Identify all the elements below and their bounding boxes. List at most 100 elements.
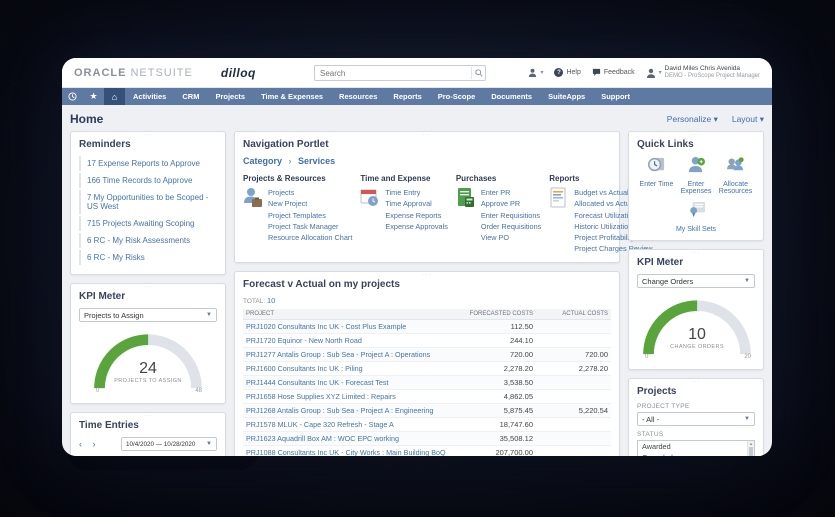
group-projects-resources: Projects & Resources Projects New Projec… — [243, 174, 352, 255]
personalize-menu[interactable]: Personalize ▾ — [666, 113, 718, 124]
link-expense-reports[interactable]: Expense Reports — [385, 210, 442, 220]
drag-handle-icon[interactable]: ∙∙∙ — [691, 379, 701, 385]
kpi-right-select[interactable]: Change Orders ▼ — [637, 274, 755, 288]
nav-item-support[interactable]: Support — [601, 92, 630, 101]
reminder-time-records[interactable]: 166 Time Records to Approve — [79, 173, 217, 188]
recent-records-icon[interactable] — [62, 88, 83, 105]
status-option[interactable]: Canceled — [638, 452, 754, 456]
layout-menu[interactable]: Layout ▾ — [731, 113, 764, 124]
col-actual-costs[interactable]: ACTUAL COSTS — [536, 308, 611, 320]
reminder-opportunities[interactable]: 7 My Opportunities to be Scoped - US Wes… — [79, 190, 217, 214]
col-forecasted-costs[interactable]: FORECASTED COSTS — [451, 308, 536, 320]
projects-title: Projects — [637, 386, 677, 397]
reminder-my-risks[interactable]: 6 RC - My Risks — [79, 250, 217, 265]
drag-handle-icon[interactable]: ∙∙∙ — [422, 132, 432, 138]
kpi-right-selected-value: Change Orders — [642, 276, 694, 286]
roles-menu[interactable]: ▾ — [528, 68, 543, 77]
breadcrumb: Category › Services — [243, 156, 611, 166]
nav-item-documents[interactable]: Documents — [491, 92, 533, 101]
forecast-row: PRJ1020 Consultants Inc UK - Cost Plus E… — [243, 319, 611, 334]
listbox-scrollbar[interactable]: ▲ — [747, 441, 754, 456]
chevron-down-icon: ▾ — [540, 70, 544, 76]
link-approve-pr[interactable]: Approve PR — [480, 199, 521, 209]
user-menu[interactable]: ▾ David Miles Chris Avenida DEMO - ProSc… — [646, 65, 760, 81]
quick-link-enter-time[interactable]: Enter Time — [637, 156, 676, 195]
quick-link-allocate-resources[interactable]: Allocate Resources — [716, 156, 755, 195]
date-range-select[interactable]: 10/4/2020 — 10/28/2020 ▼ — [121, 437, 217, 451]
link-enter-requisitions[interactable]: Enter Requisitions — [480, 210, 541, 220]
person-briefcase-icon — [244, 188, 262, 207]
shortcuts-star-icon[interactable]: ★ — [89, 91, 98, 101]
forecast-row: PRJ1444 Consultants Inc UK - Forecast Te… — [243, 375, 611, 390]
link-expense-approvals[interactable]: Expense Approvals — [385, 221, 448, 231]
status-option[interactable]: Awarded — [642, 442, 671, 451]
nav-item-resources[interactable]: Resources — [339, 92, 378, 101]
reminder-risk-assessments[interactable]: 6 RC - My Risk Assessments — [79, 233, 217, 248]
drag-handle-icon[interactable]: ∙∙∙ — [691, 132, 701, 138]
oracle-logo-text: ORACLE — [74, 66, 127, 79]
group-heading: Time and Expense — [360, 174, 431, 183]
drag-handle-icon[interactable]: ∙∙∙ — [143, 132, 153, 138]
link-project-profitability[interactable]: Project Profitability — [574, 233, 635, 243]
breadcrumb-category[interactable]: Category — [243, 156, 283, 166]
forecast-row: PRJ1658 Hose Supplies XYZ Limited : Repa… — [243, 389, 611, 404]
reminder-projects-scoping[interactable]: 715 Projects Awaiting Scoping — [79, 216, 217, 231]
feedback-button[interactable]: Feedback — [592, 68, 635, 77]
link-enter-pr[interactable]: Enter PR — [480, 188, 511, 197]
home-icon[interactable]: ⌂ — [104, 88, 125, 105]
reminder-expense-reports[interactable]: 17 Expense Reports to Approve — [79, 156, 217, 171]
forecast-row: PRJ1623 Aquadrill Box AM : WOC EPC worki… — [243, 431, 611, 446]
nav-item-time-expenses[interactable]: Time & Expenses — [261, 92, 324, 101]
drag-handle-icon[interactable]: ∙∙∙ — [422, 271, 432, 278]
link-historic-utilization[interactable]: Historic Utilization — [574, 221, 633, 231]
nav-item-crm[interactable]: CRM — [182, 92, 200, 101]
quick-link-my-skill-sets[interactable]: My Skill Sets — [637, 201, 755, 233]
main-nav-bar: ★ ⌂ Activities CRM Projects Time & Expen… — [62, 88, 772, 105]
nav-item-reports[interactable]: Reports — [393, 92, 422, 101]
link-allocated-vs-actual[interactable]: Allocated vs Actual — [574, 199, 636, 209]
drag-handle-icon[interactable]: ∙∙∙ — [143, 413, 153, 419]
chevron-right-icon: › — [288, 156, 292, 166]
search-icon[interactable] — [471, 67, 485, 79]
link-project-task-manager[interactable]: Project Task Manager — [268, 221, 339, 231]
reminders-title: Reminders — [79, 139, 131, 150]
group-heading: Reports — [549, 174, 580, 183]
breadcrumb-services[interactable]: Services — [298, 156, 336, 166]
link-project-templates[interactable]: Project Templates — [268, 210, 326, 220]
purchase-document-icon — [457, 188, 474, 207]
report-document-icon — [550, 187, 566, 208]
drag-handle-icon[interactable]: ∙∙∙ — [691, 250, 701, 256]
kpi-left-selected-value: Projects to Assign — [84, 310, 144, 320]
nav-item-suiteapps[interactable]: SuiteApps — [548, 92, 586, 101]
link-order-requisitions[interactable]: Order Requisitions — [480, 221, 542, 231]
link-time-approval[interactable]: Time Approval — [385, 199, 432, 209]
header-actions: ▾ ? Help Feedback ▾ David Miles Chris Av… — [528, 65, 760, 81]
link-project-charges-review[interactable]: Project Charges Review — [574, 244, 653, 254]
drag-handle-icon[interactable]: ∙∙∙ — [143, 284, 153, 290]
col-project[interactable]: PROJECT — [243, 308, 451, 320]
help-icon: ? — [554, 68, 564, 77]
quick-link-enter-expenses[interactable]: Enter Expenses — [677, 156, 716, 195]
forecast-row: PRJ1600 Consultants Inc UK : Piling 2,278… — [243, 361, 611, 376]
help-button[interactable]: ? Help — [554, 68, 581, 77]
link-new-project[interactable]: New Project — [268, 199, 308, 209]
kpi-right-title: KPI Meter — [637, 257, 684, 268]
project-type-select[interactable]: - All - ▼ — [637, 412, 755, 426]
nav-item-pro-scope[interactable]: Pro-Scope — [437, 92, 476, 101]
global-search[interactable] — [314, 65, 486, 81]
link-time-entry[interactable]: Time Entry — [385, 188, 421, 197]
link-forecast-utilization[interactable]: Forecast Utilization — [574, 210, 637, 220]
nav-item-activities[interactable]: Activities — [133, 92, 167, 101]
nav-item-projects[interactable]: Projects — [215, 92, 246, 101]
status-listbox[interactable]: Awarded Canceled Closed In Progress ▲ — [637, 440, 755, 456]
user-icon — [646, 68, 655, 78]
pagination-arrows[interactable]: ‹ › — [79, 439, 100, 449]
search-input[interactable] — [315, 68, 471, 78]
netsuite-window: ORACLE NETSUITE dilloq ▾ ? Help Feedback — [62, 58, 772, 456]
link-view-po[interactable]: View PO — [480, 233, 510, 243]
kpi-left-select[interactable]: Projects to Assign ▼ — [79, 308, 217, 322]
forecast-total: TOTAL: 10 — [243, 295, 276, 305]
link-budget-vs-actual[interactable]: Budget vs Actual — [574, 188, 629, 197]
link-projects[interactable]: Projects — [268, 188, 295, 197]
link-resource-allocation-chart[interactable]: Resource Allocation Chart — [268, 233, 353, 243]
